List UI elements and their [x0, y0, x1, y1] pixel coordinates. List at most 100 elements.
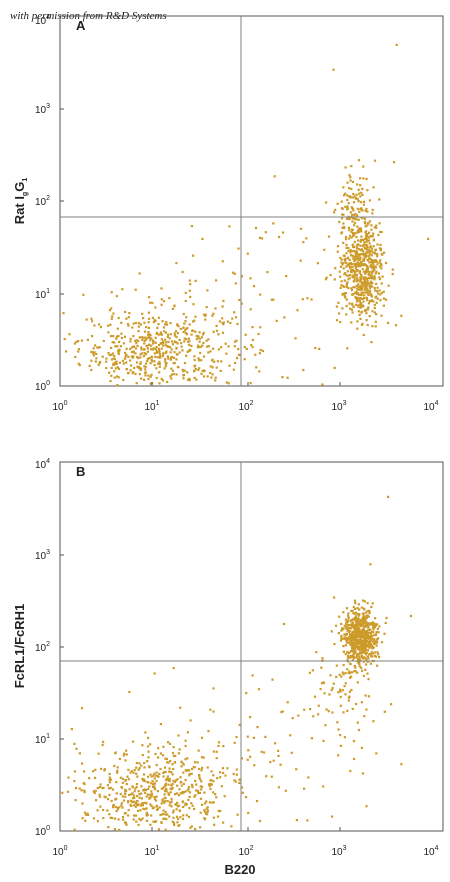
data-point — [260, 750, 263, 753]
data-point — [281, 231, 285, 234]
data-point — [235, 357, 239, 360]
data-point — [62, 312, 65, 315]
data-point — [135, 785, 138, 789]
data-point — [370, 605, 373, 609]
data-point — [376, 638, 379, 641]
data-point — [143, 348, 146, 351]
data-point — [176, 332, 179, 335]
data-point — [364, 247, 367, 250]
data-point — [153, 364, 156, 367]
data-point — [342, 650, 345, 653]
data-point — [240, 757, 243, 760]
data-point — [299, 259, 302, 262]
data-point — [345, 261, 348, 264]
data-point — [353, 262, 356, 266]
data-point — [158, 363, 161, 366]
data-point — [373, 264, 376, 267]
data-point — [142, 807, 145, 810]
data-point — [243, 346, 246, 349]
data-point — [376, 651, 379, 654]
data-point — [371, 247, 374, 250]
data-point — [359, 262, 362, 265]
data-point — [270, 775, 273, 778]
data-point — [370, 630, 374, 633]
data-point — [375, 295, 378, 298]
data-point — [376, 627, 379, 630]
data-point — [360, 654, 363, 657]
data-point — [197, 368, 200, 371]
data-point — [149, 301, 152, 304]
data-point — [350, 308, 353, 311]
data-point — [138, 336, 141, 339]
data-point — [153, 788, 157, 791]
data-point — [144, 791, 147, 794]
data-point — [164, 360, 167, 363]
data-point — [281, 376, 284, 379]
data-point — [357, 647, 360, 650]
data-point — [178, 351, 181, 354]
data-point — [153, 318, 156, 322]
data-point — [345, 286, 349, 289]
data-point — [363, 640, 366, 643]
data-point — [366, 266, 369, 269]
data-point — [378, 276, 381, 279]
data-point — [368, 611, 371, 615]
data-point — [74, 799, 77, 802]
data-point — [144, 789, 147, 792]
data-point — [127, 768, 130, 771]
data-point — [162, 344, 165, 347]
data-point — [73, 770, 76, 773]
data-point — [140, 797, 144, 800]
data-point — [234, 780, 237, 783]
data-point — [198, 774, 201, 777]
data-point — [366, 224, 369, 227]
data-point — [366, 210, 369, 213]
data-point — [164, 782, 168, 785]
data-point — [181, 817, 185, 821]
data-point — [141, 777, 144, 781]
data-point — [353, 195, 356, 198]
data-point — [356, 646, 359, 649]
data-point — [351, 639, 354, 642]
data-point — [148, 766, 151, 769]
data-point — [125, 368, 128, 371]
data-point — [182, 326, 185, 329]
data-point — [367, 645, 371, 648]
data-point — [167, 761, 170, 764]
data-point — [97, 752, 100, 755]
data-point — [168, 770, 171, 773]
data-point — [178, 748, 181, 751]
data-point — [355, 628, 358, 631]
data-point — [170, 797, 173, 800]
data-point — [143, 378, 146, 381]
data-point — [353, 645, 357, 648]
data-point — [351, 274, 354, 277]
data-point — [120, 802, 123, 805]
data-point — [339, 688, 342, 691]
data-point — [394, 324, 398, 327]
data-point — [387, 284, 390, 287]
data-point — [137, 322, 141, 325]
data-point — [369, 245, 372, 248]
data-point — [350, 633, 353, 637]
data-point — [320, 666, 323, 669]
panel-a-letter: A — [76, 18, 86, 33]
data-point — [282, 622, 286, 626]
data-point — [365, 177, 368, 181]
data-point — [169, 351, 172, 354]
data-point — [250, 344, 253, 347]
data-point — [373, 303, 376, 307]
data-point — [172, 811, 175, 814]
data-point — [291, 717, 294, 720]
data-point — [363, 632, 366, 635]
data-point — [155, 346, 158, 349]
data-point — [355, 244, 359, 247]
data-point — [128, 788, 131, 791]
data-point — [94, 360, 97, 363]
data-point — [178, 788, 181, 791]
data-point — [380, 314, 383, 317]
data-point — [127, 799, 130, 803]
data-point — [135, 761, 138, 765]
data-point — [141, 754, 144, 757]
data-point — [373, 634, 376, 637]
